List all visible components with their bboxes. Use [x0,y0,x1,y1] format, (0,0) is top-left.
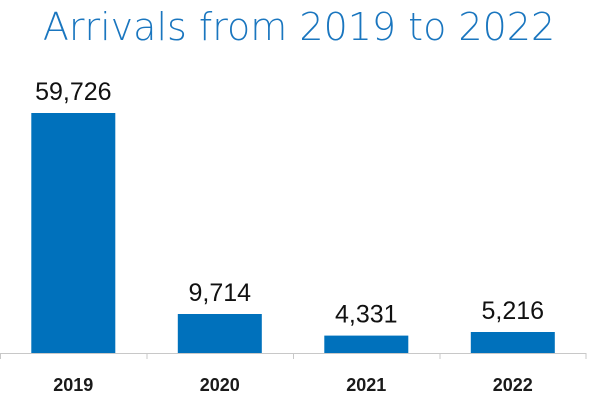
value-label-2022: 5,216 [482,297,545,325]
value-label-2020: 9,714 [189,279,252,307]
category-label-2020: 2020 [200,375,240,395]
value-label-2019: 59,726 [35,78,111,106]
labels-layer: 59,726 2019 9,714 2020 4,331 2021 5,216 2022 [35,78,544,395]
chart-title: Arrivals from 2019 to 2022 [42,5,556,49]
x-axis [0,353,587,359]
bar-2021 [324,335,409,353]
bars-layer [31,113,555,353]
category-label-2022: 2022 [493,375,533,395]
value-label-2021: 4,331 [335,301,398,329]
bar-2020 [177,314,262,353]
category-label-2021: 2021 [346,375,386,395]
bar-2019 [31,113,116,353]
category-label-2019: 2019 [53,375,93,395]
bar-2022 [470,332,555,353]
